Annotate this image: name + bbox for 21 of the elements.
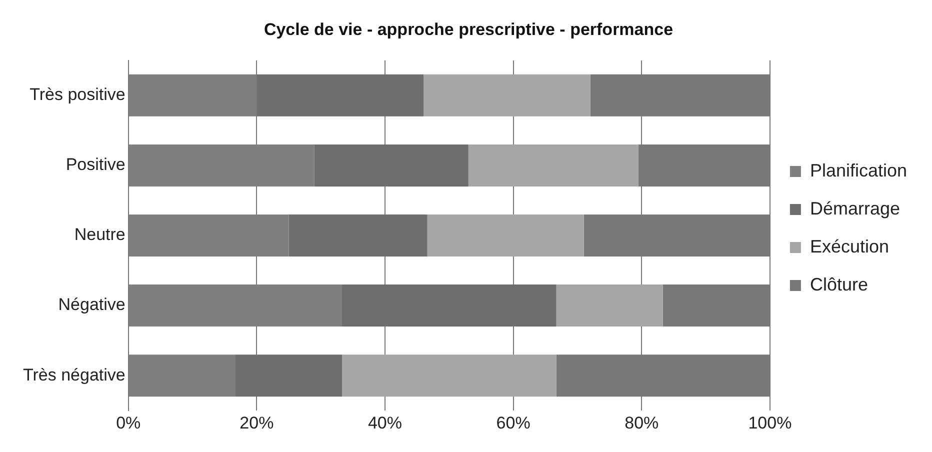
x-tick-label: 0% <box>116 413 141 432</box>
legend-label: Planification <box>810 160 908 180</box>
y-tick-label: Négative <box>58 295 126 314</box>
bar <box>423 74 590 116</box>
y-tick-label: Très négative <box>22 365 126 384</box>
bar <box>556 284 663 327</box>
y-tick-label: Positive <box>66 155 126 174</box>
bar <box>427 214 584 257</box>
y-tick-label: Très positive <box>30 85 126 104</box>
legend-label: Démarrage <box>810 198 900 218</box>
x-tick-label: 80% <box>624 413 659 432</box>
bar <box>468 144 638 186</box>
bar <box>342 354 556 397</box>
legend-label: Clôture <box>810 274 868 294</box>
x-tick-label: 60% <box>496 413 530 432</box>
x-tick-label: 100% <box>748 413 792 432</box>
chart-title: Cycle de vie - approche prescriptive - performance <box>264 20 674 39</box>
legend-label: Exécution <box>810 236 890 256</box>
x-tick-label: 40% <box>368 413 402 432</box>
x-tick-label: 20% <box>240 413 274 432</box>
y-tick-label: Neutre <box>74 225 126 244</box>
